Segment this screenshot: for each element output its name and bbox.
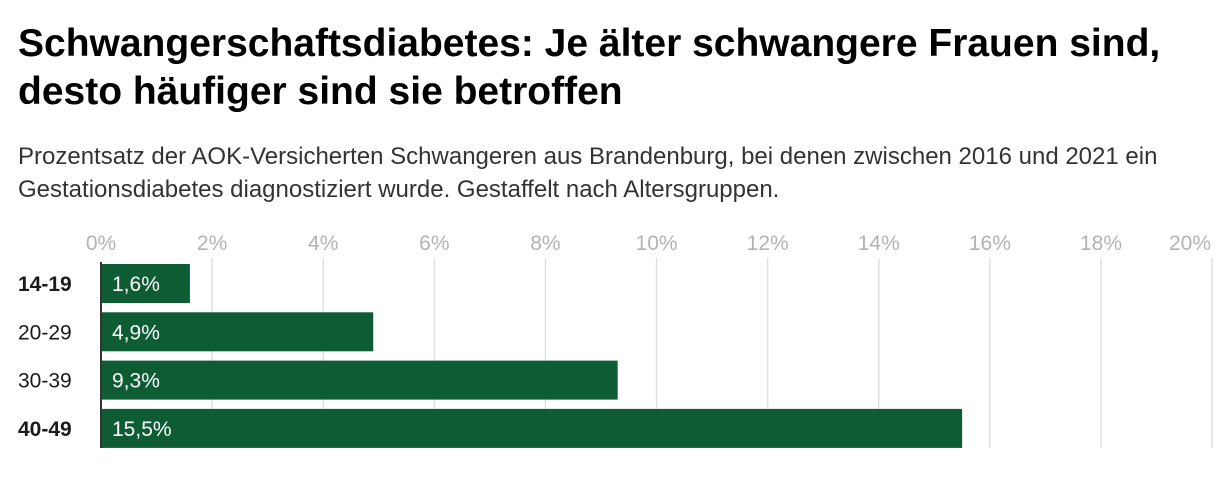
data-label: 9,3%: [112, 370, 160, 393]
x-tick-label: 8%: [530, 232, 560, 255]
data-label: 1,6%: [112, 273, 160, 296]
data-label: 4,9%: [112, 321, 160, 344]
x-tick-label: 2%: [197, 232, 227, 255]
x-tick-label: 20%: [1169, 232, 1211, 255]
category-label: 40-49: [18, 418, 72, 441]
x-tick-label: 12%: [747, 232, 789, 255]
bars: [101, 264, 963, 448]
x-tick-label: 4%: [308, 232, 338, 255]
bar: [101, 264, 190, 303]
x-tick-label: 16%: [969, 232, 1011, 255]
x-tick-label: 0%: [86, 232, 116, 255]
category-labels: 14-19 20-29 30-39 40-49: [18, 273, 72, 441]
x-axis-ticks: 0% 2% 4% 6% 8% 10% 12% 14% 16% 18% 20%: [86, 232, 1211, 255]
x-tick-label: 14%: [858, 232, 900, 255]
bar: [101, 408, 963, 448]
category-label: 14-19: [18, 273, 72, 296]
x-tick-label: 18%: [1080, 232, 1122, 255]
category-label: 20-29: [18, 321, 72, 344]
x-tick-label: 10%: [636, 232, 678, 255]
bar: [101, 312, 374, 352]
data-label: 15,5%: [112, 418, 172, 441]
category-label: 30-39: [18, 370, 72, 393]
bar: [101, 360, 618, 400]
chart-title: Schwangerschaftsdiabetes: Je älter schwa…: [18, 22, 1161, 113]
chart-subtitle: Prozentsatz der AOK-Versicherten Schwang…: [18, 143, 1158, 203]
value-labels: 1,6% 4,9% 9,3% 15,5%: [112, 273, 172, 441]
x-tick-label: 6%: [419, 232, 449, 255]
